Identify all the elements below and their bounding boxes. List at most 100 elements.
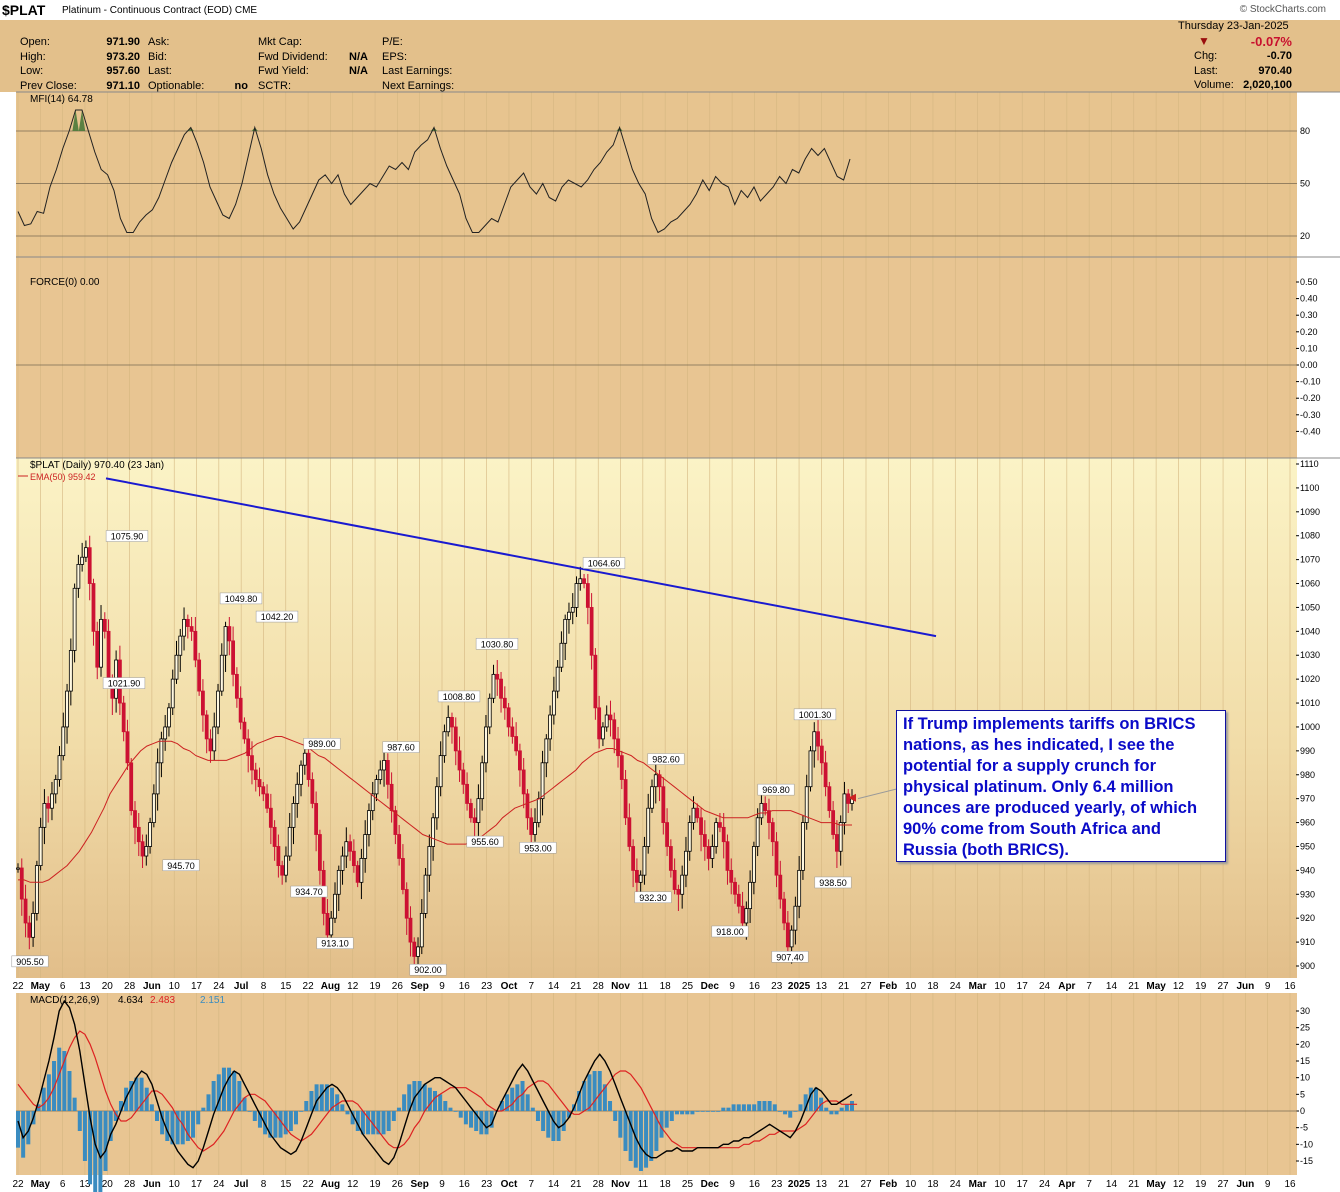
price-axis-label: 960: [1300, 818, 1315, 828]
date-bottom-tick-label: 21: [1128, 1179, 1140, 1190]
macd-histogram-bar: [700, 1111, 705, 1112]
candle-body: [182, 618, 186, 637]
candle-body: [246, 738, 251, 757]
candle-body: [687, 822, 692, 852]
macd-histogram-bar: [716, 1111, 721, 1112]
macd-histogram-bar: [376, 1111, 381, 1135]
peak-label: 987.60: [382, 741, 420, 753]
macd-histogram-bar: [741, 1104, 746, 1111]
candle-body: [661, 786, 666, 823]
macd-histogram-bar: [499, 1101, 504, 1111]
force-axis-label: -0.20: [1300, 393, 1321, 403]
candle-body: [378, 769, 383, 780]
price-title: $PLAT (Daily) 970.40 (23 Jan): [30, 460, 164, 471]
peak-label-box: [105, 530, 149, 542]
peak-label-box: [11, 955, 49, 968]
date-tick-label: 11: [638, 981, 649, 992]
force-axis-label: -0.10: [1300, 377, 1321, 387]
candle-body: [714, 822, 719, 847]
date-tick-label: 23: [771, 981, 783, 992]
date-bottom-tick-label: 6: [60, 1179, 66, 1190]
macd-histogram-bar: [530, 1107, 535, 1111]
peak-label: 1008.80: [437, 690, 481, 703]
date-tick-label: 28: [124, 981, 136, 992]
macd-histogram-bar: [505, 1094, 510, 1111]
candle-body: [801, 822, 805, 871]
macd-histogram-bar: [736, 1104, 741, 1111]
ema-legend: EMA(50) 959.42: [30, 472, 96, 482]
quote-label: Prev Close:: [20, 79, 77, 92]
date-bottom-tick-label: 17: [191, 1179, 203, 1190]
peak-label-text: 907.40: [776, 952, 804, 962]
candle-body: [793, 905, 798, 931]
date-tick-label: Jul: [234, 981, 249, 992]
date-bottom-tick-label: Feb: [879, 1179, 897, 1190]
macd-histogram-bar: [520, 1081, 525, 1111]
date-tick-label: May: [31, 981, 51, 992]
macd-histogram-bar: [772, 1104, 777, 1111]
macd-histogram-bar: [649, 1111, 654, 1161]
macd-histogram-bar: [88, 1111, 93, 1185]
macd-histogram-bar: [659, 1111, 664, 1138]
macd-histogram-bar: [180, 1111, 185, 1145]
macd-histogram-bar: [587, 1074, 592, 1111]
peak-label-text: 918.00: [716, 927, 744, 937]
peak-label: 932.30: [634, 891, 672, 904]
candle-body: [804, 786, 809, 823]
candle-body: [823, 762, 828, 788]
candle-body: [502, 697, 507, 709]
candle-body: [785, 922, 790, 948]
macd-axis-label: 20: [1300, 1039, 1310, 1049]
peak-label: 918.00: [711, 925, 749, 938]
candle-body: [555, 666, 560, 692]
quote-row: Ask:: [148, 36, 248, 51]
macd-histogram-bar: [783, 1111, 788, 1115]
macd-histogram-bar: [458, 1111, 463, 1118]
macd-histogram-bar: [469, 1111, 474, 1128]
candle-body: [491, 673, 496, 699]
macd-histogram-bar: [77, 1111, 82, 1131]
quote-label: Last Earnings:: [382, 65, 453, 77]
candle-body: [680, 874, 685, 895]
date-bottom-tick-label: 13: [79, 1179, 91, 1190]
quote-label: Bid:: [148, 50, 167, 63]
quote-label: Mkt Cap:: [258, 36, 303, 48]
macd-histogram-bar: [340, 1104, 345, 1111]
candle-body: [521, 769, 526, 795]
macd-histogram-bar: [391, 1111, 396, 1121]
date-tick-label: 27: [1217, 981, 1229, 992]
macd-histogram-bar: [711, 1111, 715, 1112]
candle-body: [468, 803, 473, 819]
macd-histogram-bar: [201, 1107, 206, 1111]
macd-histogram-bar: [618, 1111, 623, 1138]
price-axis-label: 1090: [1300, 507, 1320, 517]
quote-label: Optionable:: [148, 79, 205, 92]
peak-label-text: 1049.80: [225, 594, 258, 604]
macd-legend-value: 4.634: [118, 995, 143, 1006]
candle-body: [412, 941, 417, 957]
candle-body: [551, 690, 556, 716]
candle-body: [578, 578, 583, 584]
macd-histogram-bar: [577, 1091, 582, 1111]
date-tick-label: 14: [1106, 981, 1118, 992]
candle-body: [453, 726, 458, 752]
peak-label: 934.70: [290, 885, 328, 898]
macd-histogram-bar: [453, 1111, 458, 1112]
date-bottom-tick-label: 25: [682, 1179, 694, 1190]
price-axis-label: 1050: [1300, 602, 1320, 612]
candle-body: [510, 726, 515, 737]
macd-histogram-bar: [108, 1111, 113, 1141]
date-bottom-tick-label: Apr: [1058, 1179, 1075, 1190]
macd-histogram-bar: [680, 1111, 685, 1115]
ticker-symbol: $PLAT: [2, 2, 46, 18]
peak-label: 913.10: [316, 937, 354, 949]
macd-histogram-bar: [185, 1111, 190, 1141]
macd-histogram-bar: [654, 1111, 659, 1151]
candle-body: [461, 769, 466, 785]
candle-body: [76, 564, 81, 589]
date-tick-label: 23: [481, 981, 493, 992]
candle-body: [676, 889, 681, 895]
date-bottom-tick-label: Dec: [701, 1179, 720, 1190]
macd-histogram-bar: [767, 1101, 772, 1111]
date-tick-label: 28: [593, 981, 605, 992]
